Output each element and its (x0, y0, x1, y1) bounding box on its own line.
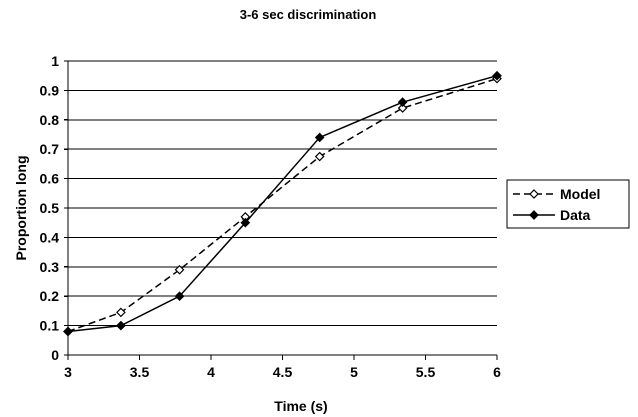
x-tick-label: 5.5 (416, 364, 436, 380)
x-tick-label: 3 (64, 364, 72, 380)
y-tick-label: 1 (51, 53, 59, 69)
data-point-model (174, 264, 185, 275)
y-tick-label: 0.2 (40, 288, 60, 304)
legend-marker-data (529, 210, 539, 220)
data-point-model (116, 307, 126, 318)
axes (64, 60, 498, 360)
x-tick-label: 4.5 (273, 364, 293, 380)
y-axis-label: Proportion long (13, 156, 29, 261)
y-tick-label: 0.5 (40, 200, 60, 216)
data-point-data (174, 291, 185, 302)
y-tick-label: 0.1 (40, 318, 60, 334)
x-tick-label: 3.5 (130, 364, 150, 380)
tick-labels: 0 0.1 0.2 0.3 0.4 0.5 0.6 0.7 0.8 0.9 1 3 3.5 4 4.5 5 5.… (40, 53, 502, 380)
data-point-data (492, 70, 502, 81)
series-line-model (67, 77, 498, 333)
y-tick-label: 0.4 (40, 229, 60, 245)
data-point-data (397, 97, 408, 108)
y-tick-label: 0.6 (40, 171, 60, 187)
data-point-data (63, 326, 73, 337)
y-tick-label: 0.9 (40, 82, 60, 98)
x-axis-label: Time (s) (274, 398, 327, 414)
legend: Model Data (506, 179, 630, 229)
data-point-data (240, 217, 251, 228)
data-point-data (314, 132, 325, 143)
legend-box (506, 179, 630, 229)
series-line-data (67, 74, 498, 333)
x-tick-label: 4 (207, 364, 215, 380)
series (63, 70, 502, 337)
legend-label-data: Data (560, 207, 591, 223)
data-point-model (314, 151, 325, 162)
series-data (63, 70, 502, 337)
legend-marker-model (529, 189, 539, 199)
x-tick-label: 5 (350, 364, 358, 380)
y-tick-label: 0.7 (40, 141, 60, 157)
data-point-data (116, 320, 126, 331)
y-tick-label: 0.8 (40, 112, 60, 128)
chart-title: 3-6 sec discrimination (240, 7, 377, 22)
x-tick-label: 6 (493, 364, 501, 380)
y-tick-label: 0.3 (40, 259, 60, 275)
gridlines (68, 60, 497, 327)
data-point-model (397, 103, 408, 113)
legend-label-model: Model (560, 186, 600, 202)
y-tick-label: 0 (51, 347, 59, 363)
